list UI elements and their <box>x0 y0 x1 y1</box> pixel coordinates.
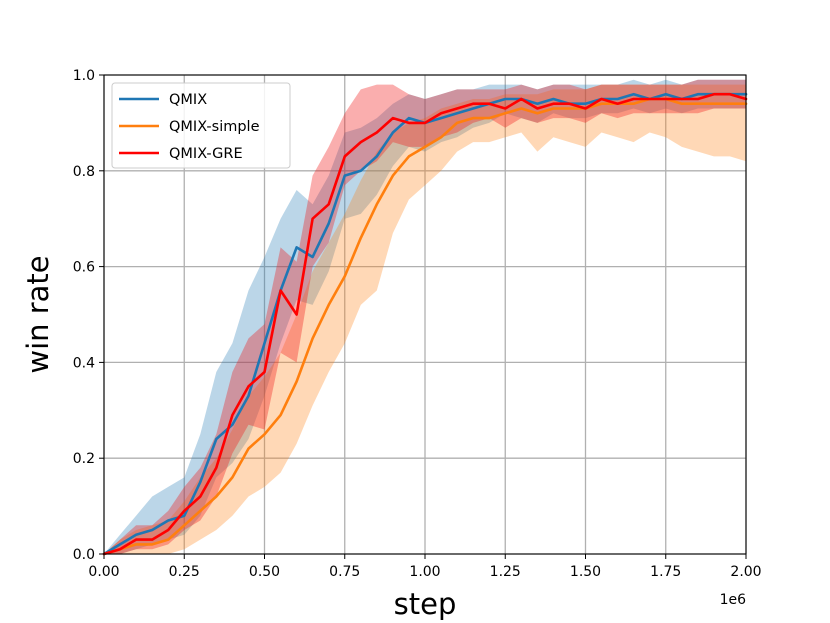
legend-label-qmix: QMIX <box>169 92 207 108</box>
series-lines <box>102 92 748 556</box>
x-axis-offset-label: 1e6 <box>720 592 747 608</box>
axis-ticks: 0.00 0.25 0.50 0.75 1.00 1.25 1.50 1.75 2.00 0.0 0… <box>73 68 762 580</box>
x-tick-label-6: 1.50 <box>570 564 601 580</box>
x-axis-title: step <box>394 587 457 621</box>
confidence-bands <box>104 79 746 555</box>
line-qmix-simple <box>102 97 748 556</box>
line-qmix-gre <box>102 92 748 556</box>
x-tick-label-8: 2.00 <box>730 564 761 580</box>
x-tick-label-1: 0.25 <box>169 564 200 580</box>
y-tick-label-4: 0.8 <box>73 164 95 180</box>
band-qmix <box>104 79 746 555</box>
x-tick-label-3: 0.75 <box>329 564 360 580</box>
band-qmix-simple <box>104 84 746 554</box>
x-tick-label-4: 1.00 <box>409 564 440 580</box>
y-tick-label-2: 0.4 <box>73 355 95 371</box>
legend-label-qmix-gre: QMIX-GRE <box>169 146 243 162</box>
legend-label-qmix-simple: QMIX-simple <box>169 119 260 135</box>
y-axis-title: win rate <box>21 255 55 373</box>
x-tick-label-2: 0.50 <box>249 564 280 580</box>
y-tick-label-1: 0.2 <box>73 451 95 467</box>
y-tick-label-0: 0.0 <box>73 547 95 563</box>
legend: QMIX QMIX-simple QMIX-GRE <box>111 82 291 169</box>
legend-box <box>111 82 291 169</box>
y-tick-label-3: 0.6 <box>73 260 95 276</box>
x-tick-label-7: 1.75 <box>650 564 681 580</box>
grid <box>103 74 747 555</box>
y-tick-label-5: 1.0 <box>73 68 95 84</box>
x-tick-label-0: 0.00 <box>88 564 119 580</box>
x-tick-label-5: 1.25 <box>490 564 521 580</box>
